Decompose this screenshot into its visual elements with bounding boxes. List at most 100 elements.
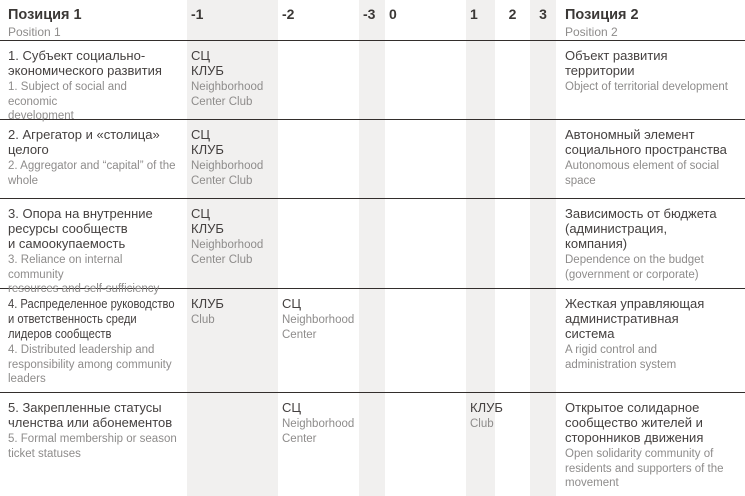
marker-en: Club	[470, 418, 494, 430]
position1-cell: 1. Субъект социально- экономического раз…	[0, 41, 187, 124]
criterion-ru: 4. Распределенное руководство и ответств…	[8, 296, 175, 341]
table-row: 3. Опора на внутренние ресурсы сообществ…	[0, 199, 745, 295]
criterion-ru: Открытое солидарное сообщество жителей и…	[565, 400, 704, 445]
marker-ru: КЛУБ	[191, 296, 224, 311]
table-row: 5. Закрепленные статусы членства или або…	[0, 393, 745, 496]
scale-cell-plus1	[466, 289, 495, 392]
position1-cell: 2. Агрегатор и «столица» целого 2. Aggre…	[0, 120, 187, 198]
column-stripe-plus3	[530, 0, 556, 496]
position2-cell: Открытое солидарное сообщество жителей и…	[556, 393, 745, 496]
criterion-ru: 1. Субъект социально- экономического раз…	[8, 48, 162, 78]
scale-cell-plus3	[530, 199, 556, 297]
criterion-en: 5. Formal membership or season ticket st…	[8, 433, 177, 460]
scale-cell-minus3	[359, 393, 385, 496]
criterion-en: Autonomous element of social space	[565, 160, 720, 187]
position1-cell: 4. Распределенное руководство и ответств…	[0, 289, 187, 392]
column-stripe-minus1	[187, 0, 278, 496]
header-position2: Позиция 2 Position 2	[556, 0, 745, 40]
scale-cell-zero	[385, 41, 466, 124]
table-row: 2. Агрегатор и «столица» целого 2. Aggre…	[0, 120, 745, 199]
scale-cell-minus1: СЦ КЛУБ Neighborhood Center Club	[187, 120, 278, 198]
scale-cell-minus2: СЦ Neighborhood Center	[278, 289, 359, 392]
scale-cell-minus3	[359, 41, 385, 124]
criterion-en: 1. Subject of social and economic develo…	[8, 81, 127, 122]
scale-cell-plus3	[530, 41, 556, 124]
criterion-ru: 3. Опора на внутренние ресурсы сообществ…	[8, 206, 153, 251]
scale-cell-minus3	[359, 120, 385, 198]
position2-title: Позиция 2	[565, 7, 639, 23]
marker-en: Neighborhood Center Club	[191, 239, 264, 266]
scale-cell-minus2	[278, 199, 359, 297]
marker-en: Neighborhood Center	[282, 314, 355, 341]
scale-cell-plus1	[466, 199, 495, 297]
scale-header-zero: 0	[389, 6, 397, 22]
position1-subtitle: Position 1	[8, 25, 61, 39]
scale-cell-plus1: КЛУБ Club	[466, 393, 503, 496]
scale-cell-plus2	[495, 120, 530, 198]
scale-cell-minus1: СЦ КЛУБ Neighborhood Center Club	[187, 199, 278, 297]
scale-header-plus2: 2	[508, 6, 517, 22]
criterion-ru: Зависимость от бюджета (администрация, к…	[565, 206, 717, 251]
scale-cell-minus2	[278, 120, 359, 198]
marker-en: Neighborhood Center Club	[191, 160, 264, 187]
marker-en: Neighborhood Center	[282, 418, 355, 445]
marker-ru: СЦ КЛУБ	[191, 48, 224, 78]
position1-title: Позиция 1	[8, 7, 82, 23]
scale-cell-plus3	[530, 393, 556, 496]
criterion-en: Dependence on the budget (government or …	[565, 254, 704, 281]
position2-subtitle: Position 2	[565, 25, 618, 39]
scale-cell-minus1: КЛУБ Club	[187, 289, 278, 392]
criterion-ru: Жесткая управляющая административная сис…	[565, 296, 705, 341]
marker-en: Club	[191, 314, 215, 326]
scale-header-minus3: -3	[363, 6, 376, 22]
scale-cell-plus1	[466, 41, 495, 124]
scale-cell-zero	[385, 120, 466, 198]
scale-cell-minus2: СЦ Neighborhood Center	[278, 393, 359, 496]
scale-cell-zero	[385, 199, 466, 297]
marker-en: Neighborhood Center Club	[191, 81, 264, 108]
scale-header-plus1: 1	[470, 6, 478, 22]
marker-ru: СЦ КЛУБ	[191, 206, 224, 236]
position2-cell: Жесткая управляющая административная сис…	[556, 289, 745, 392]
position2-cell: Объект развития территории Object of ter…	[556, 41, 745, 124]
scale-cell-zero	[385, 393, 466, 496]
criterion-en: Object of territorial development	[565, 81, 728, 93]
criterion-en: 3. Reliance on internal community resour…	[8, 254, 160, 295]
scale-cell-plus2	[495, 199, 530, 297]
column-stripe-minus3	[359, 0, 385, 496]
scale-header-plus3: 3	[539, 6, 547, 22]
table-row: 4. Распределенное руководство и ответств…	[0, 289, 745, 393]
scale-cell-minus2	[278, 41, 359, 124]
scale-cell-plus2	[495, 41, 530, 124]
scale-cell-plus3	[530, 289, 556, 392]
scale-header-minus2: -2	[282, 6, 295, 22]
marker-ru: СЦ	[282, 400, 302, 415]
table-row: 1. Субъект социально- экономического раз…	[0, 41, 745, 122]
position1-cell: 3. Опора на внутренние ресурсы сообществ…	[0, 199, 187, 297]
criterion-ru: Автономный элемент социального пространс…	[565, 127, 727, 157]
scale-cell-minus3	[359, 289, 385, 392]
marker-ru: СЦ КЛУБ	[191, 127, 224, 157]
scale-cell-zero	[385, 289, 466, 392]
marker-ru: КЛУБ	[470, 400, 503, 415]
column-stripe-plus1	[466, 0, 495, 496]
criterion-ru: 2. Агрегатор и «столица» целого	[8, 127, 160, 157]
criterion-en: 4. Distributed leadership and responsibi…	[8, 344, 172, 385]
criterion-en: 2. Aggregator and “capital” of the whole	[8, 160, 176, 187]
scale-cell-plus2	[495, 393, 530, 496]
scale-cell-minus3	[359, 199, 385, 297]
table-header-row: Позиция 1 Position 1 -1 -2 -3 0 1 2 3 По…	[0, 0, 745, 41]
position1-cell: 5. Закрепленные статусы членства или або…	[0, 393, 187, 496]
scale-header-minus1: -1	[191, 6, 204, 22]
criterion-en: Open solidarity community of residents a…	[565, 448, 724, 489]
position2-cell: Зависимость от бюджета (администрация, к…	[556, 199, 745, 297]
scale-cell-plus1	[466, 120, 495, 198]
criterion-en: A rigid control and administration syste…	[565, 344, 677, 371]
scale-cell-minus1: СЦ КЛУБ Neighborhood Center Club	[187, 41, 278, 124]
header-position1: Позиция 1 Position 1	[0, 0, 187, 40]
scale-cell-plus3	[530, 120, 556, 198]
criterion-ru: Объект развития территории	[565, 48, 668, 78]
scale-cell-plus2	[495, 289, 530, 392]
scale-cell-minus1	[187, 393, 278, 496]
